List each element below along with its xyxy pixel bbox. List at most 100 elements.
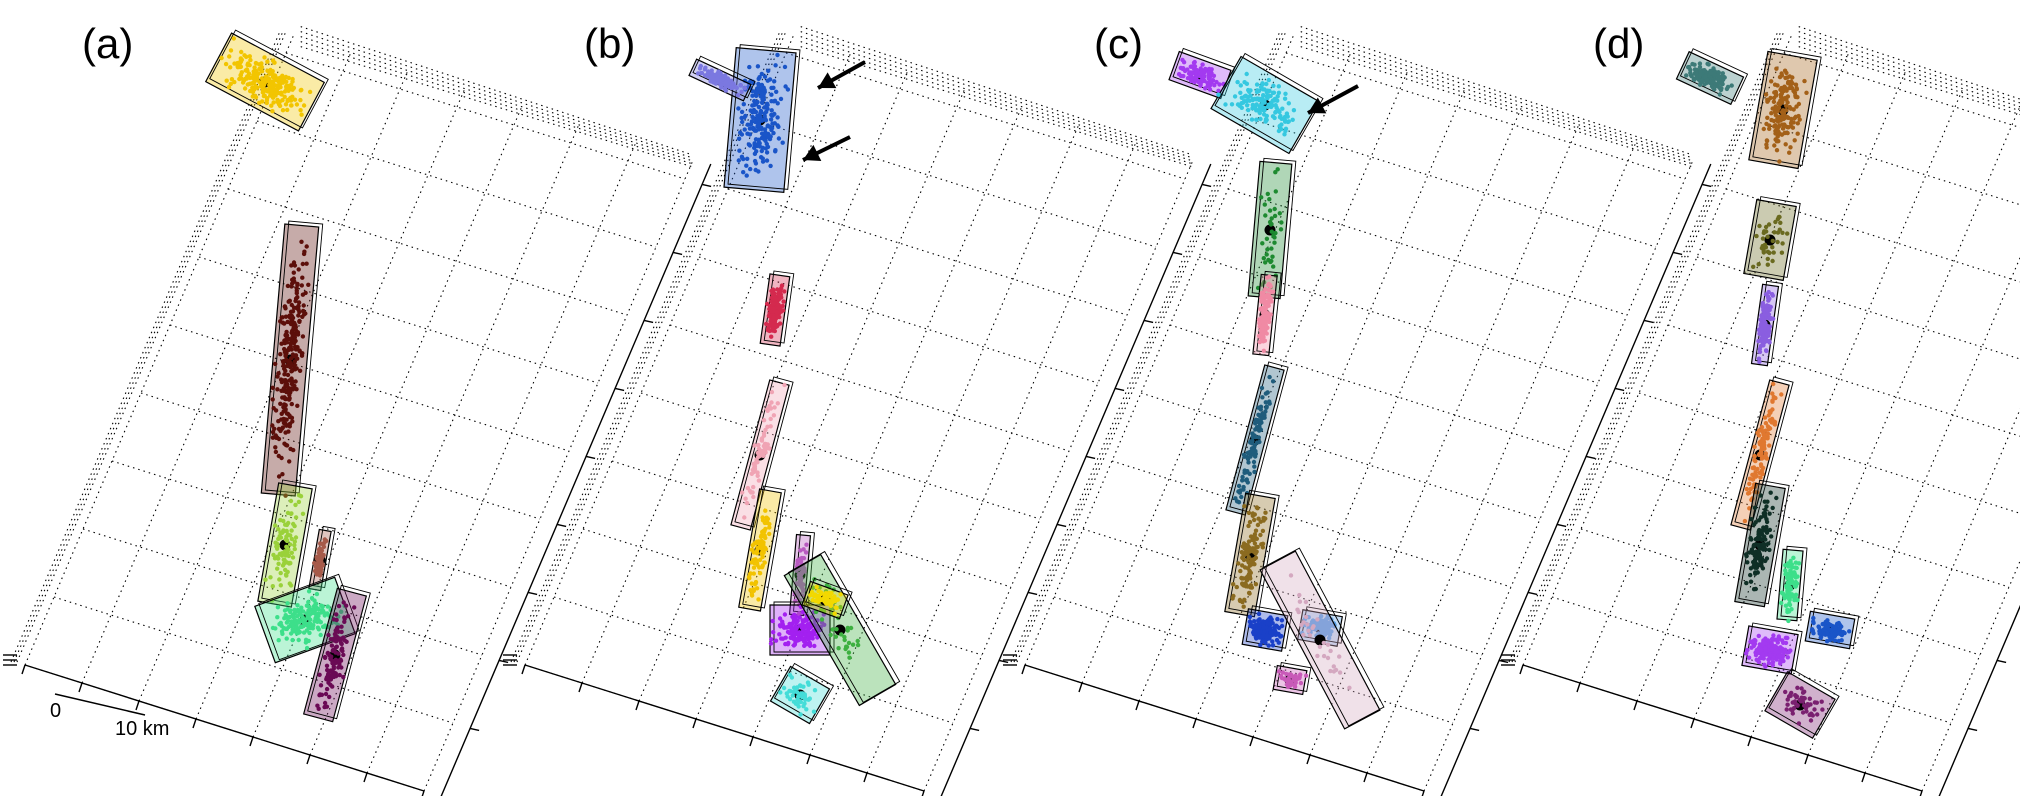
earthquake-point xyxy=(1293,673,1298,678)
earthquake-point xyxy=(290,277,295,283)
axis-tick xyxy=(643,319,654,324)
earthquake-point xyxy=(280,472,285,477)
arrow-head xyxy=(803,144,822,162)
earthquake-point xyxy=(1252,464,1257,469)
earthquake-point xyxy=(804,542,809,547)
earthquake-point xyxy=(850,642,856,647)
earthquake-point xyxy=(778,289,783,294)
grid-line-north xyxy=(423,158,695,792)
earthquake-point xyxy=(782,382,787,388)
earthquake-point xyxy=(754,116,760,122)
earthquake-point xyxy=(1748,579,1754,584)
earthquake-point xyxy=(747,126,753,131)
earthquake-point xyxy=(285,107,290,113)
earthquake-point xyxy=(718,82,723,88)
earthquake-point xyxy=(1286,119,1292,124)
earthquake-point xyxy=(281,378,286,383)
earthquake-point xyxy=(1255,96,1260,101)
earthquake-point xyxy=(768,117,774,122)
earthquake-point xyxy=(801,582,806,587)
earthquake-point xyxy=(1241,452,1247,457)
earthquake-point xyxy=(291,270,296,275)
earthquake-point xyxy=(1254,505,1260,510)
earthquake-point xyxy=(1771,655,1776,661)
earthquake-point xyxy=(770,291,775,297)
earthquake-point xyxy=(1778,98,1783,103)
axis-tick xyxy=(1614,387,1625,392)
earthquake-point xyxy=(1765,431,1771,436)
earthquake-point xyxy=(697,66,703,71)
grid-line-north xyxy=(752,104,1024,738)
earthquake-point xyxy=(776,302,781,308)
earthquake-point xyxy=(838,592,843,597)
earthquake-point xyxy=(755,454,761,460)
earthquake-point xyxy=(1280,106,1285,111)
earthquake-point xyxy=(799,555,804,561)
earthquake-point xyxy=(767,328,772,334)
earthquake-point xyxy=(1264,331,1269,336)
fault-plane-outline xyxy=(787,550,901,704)
earthquake-point xyxy=(1280,670,1286,675)
earthquake-point xyxy=(752,443,757,448)
earthquake-point xyxy=(1264,252,1269,257)
earthquake-point xyxy=(1769,534,1774,539)
earthquake-point xyxy=(1796,101,1802,107)
earthquake-point xyxy=(1770,391,1775,396)
earthquake-point xyxy=(1767,426,1773,431)
earthquake-point xyxy=(1762,415,1768,420)
earthquake-point xyxy=(1692,77,1697,83)
earthquake-point xyxy=(838,604,843,610)
earthquake-point xyxy=(715,76,720,81)
earthquake-point xyxy=(801,547,806,552)
fault-plane-outline xyxy=(1228,489,1280,615)
axis-tick xyxy=(1804,754,1809,765)
earthquake-point xyxy=(768,416,773,422)
earthquake-point xyxy=(264,98,270,103)
earthquake-point xyxy=(1752,553,1758,559)
earthquake-point xyxy=(1255,522,1261,528)
axis-tick xyxy=(306,754,311,765)
earthquake-point xyxy=(1802,78,1807,84)
earthquake-point xyxy=(1686,65,1691,70)
earthquake-point xyxy=(1791,88,1796,94)
earthquake-point xyxy=(1825,630,1830,636)
earthquake-point xyxy=(292,546,297,552)
earthquake-point xyxy=(1239,550,1245,555)
earthquake-point xyxy=(745,131,750,136)
earthquake-point xyxy=(846,640,852,646)
earthquake-point xyxy=(1245,480,1251,485)
earthquake-point xyxy=(755,473,760,478)
earthquake-point xyxy=(325,651,330,656)
earthquake-point xyxy=(739,115,744,121)
earthquake-point xyxy=(764,158,770,163)
earthquake-point xyxy=(1709,84,1715,89)
earthquake-point xyxy=(1189,76,1195,81)
earthquake-point xyxy=(1246,460,1251,465)
earthquake-point xyxy=(1785,114,1790,120)
earthquake-point xyxy=(1258,103,1263,109)
earthquake-point xyxy=(276,556,281,561)
earthquake-point xyxy=(1260,298,1265,303)
grid-depth-line xyxy=(800,31,1192,159)
earthquake-point xyxy=(1303,614,1309,620)
earthquake-point xyxy=(1767,653,1773,658)
earthquake-point xyxy=(1255,108,1261,113)
earthquake-point xyxy=(1763,558,1768,564)
earthquake-point xyxy=(275,566,280,571)
earthquake-point xyxy=(1763,224,1769,230)
earthquake-point xyxy=(232,79,237,85)
earthquake-point xyxy=(1702,68,1707,73)
earthquake-point xyxy=(299,87,304,93)
earthquake-point xyxy=(767,446,772,451)
earthquake-point xyxy=(275,78,280,83)
earthquake-point xyxy=(1260,324,1265,330)
earthquake-point xyxy=(1209,73,1215,78)
earthquake-point xyxy=(761,418,767,423)
earthquake-point xyxy=(1775,109,1780,114)
earthquake-point xyxy=(764,407,770,412)
earthquake-point xyxy=(1291,108,1297,113)
earthquake-point xyxy=(736,106,741,111)
earthquake-point xyxy=(1231,582,1236,587)
grid-line-north xyxy=(695,86,967,720)
